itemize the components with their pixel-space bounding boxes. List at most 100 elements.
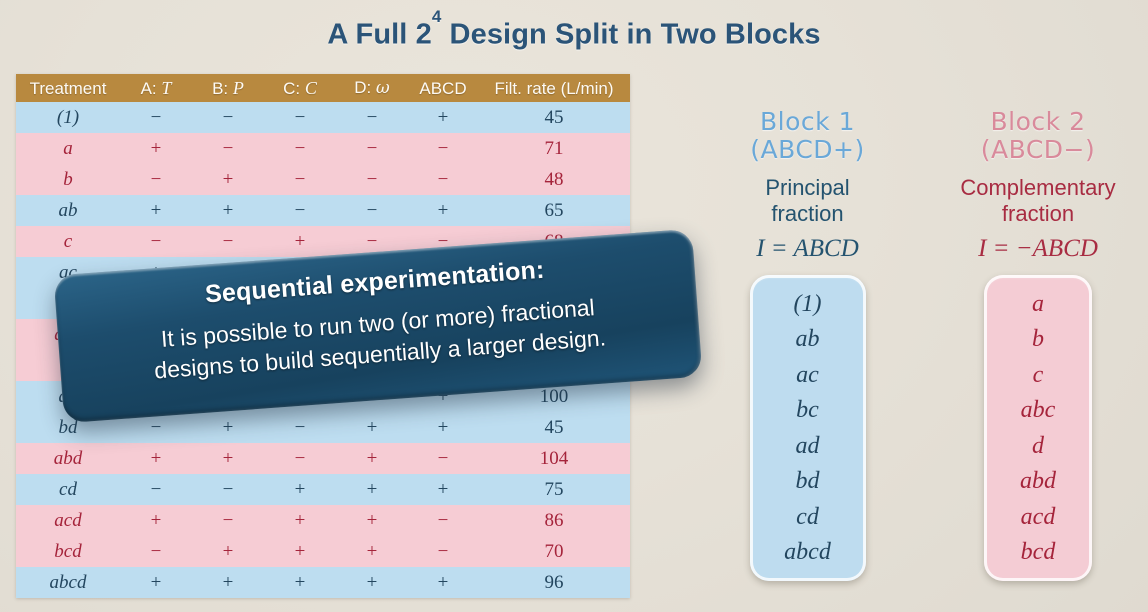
table-column-header: D: ω (336, 74, 408, 102)
abcd-cell: − (408, 443, 478, 474)
block2-subtitle-line1: Complementary (960, 175, 1116, 200)
factor-d-cell: + (336, 474, 408, 505)
block2-column: Block 2 (ABCD−) Complementary fraction I… (938, 108, 1138, 581)
filtration-rate-cell: 75 (478, 474, 630, 505)
run-item: abcd (784, 539, 831, 566)
run-item: cd (796, 503, 819, 530)
factor-a-cell: − (120, 536, 192, 567)
filtration-rate-cell: 45 (478, 412, 630, 443)
filtration-rate-cell: 70 (478, 536, 630, 567)
block1-subtitle: Principal fraction (700, 175, 915, 228)
table-row: ab + + − − +65 (16, 195, 630, 226)
factor-a-cell: − (120, 474, 192, 505)
table-row: acd + − + + −86 (16, 505, 630, 536)
treatment-cell: b (16, 164, 120, 195)
factor-a-cell: + (120, 505, 192, 536)
table-header-row: Treatment A: T B: P C: C D: ω ABCD Filt. rate … (16, 74, 630, 102)
filtration-rate-cell: 45 (478, 102, 630, 133)
table-column-header: ABCD (408, 74, 478, 102)
table-row: a + − − − −71 (16, 133, 630, 164)
block2-subtitle-line2: fraction (1001, 201, 1075, 227)
run-item: acd (1020, 503, 1056, 530)
factor-d-cell: − (336, 102, 408, 133)
factor-c-cell: − (264, 133, 336, 164)
block2-subtitle: Complementary fraction (938, 175, 1138, 228)
block2-name: Block 2 (990, 107, 1086, 136)
treatment-cell: abcd (16, 567, 120, 598)
factor-d-cell: − (336, 195, 408, 226)
table-column-header: Treatment (16, 74, 120, 102)
factor-d-cell: − (336, 133, 408, 164)
factor-c-cell: + (264, 226, 336, 257)
treatment-cell: abd (16, 443, 120, 474)
block1-subtitle-line2: fraction (771, 201, 844, 227)
block2-heading: Block 2 (ABCD−) (938, 108, 1138, 164)
treatment-cell: c (16, 226, 120, 257)
filtration-rate-cell: 104 (478, 443, 630, 474)
factor-c-cell: + (264, 505, 336, 536)
abcd-cell: + (408, 102, 478, 133)
filtration-rate-cell: 71 (478, 133, 630, 164)
block2-run-list: a b c abc d abd acd bcd (984, 274, 1092, 581)
factor-c-cell: + (264, 567, 336, 598)
factor-c-cell: + (264, 474, 336, 505)
filtration-rate-cell: 86 (478, 505, 630, 536)
block2-sign: (ABCD−) (980, 135, 1096, 164)
factor-a-cell: + (120, 133, 192, 164)
table-row: (1) − − − − +45 (16, 102, 630, 133)
factor-d-cell: + (336, 443, 408, 474)
block1-run-list: (1) ab ac bc ad bd cd abcd (749, 274, 866, 581)
run-item: d (1032, 432, 1044, 459)
run-item: b (1032, 326, 1044, 353)
filtration-rate-cell: 65 (478, 195, 630, 226)
treatment-cell: cd (16, 474, 120, 505)
run-item: abd (1020, 468, 1056, 495)
abcd-cell: + (408, 567, 478, 598)
table-row: bcd − + + + −70 (16, 536, 630, 567)
table-row: b − + − − −48 (16, 164, 630, 195)
run-item: bc (796, 397, 819, 424)
abcd-cell: − (408, 133, 478, 164)
abcd-cell: − (408, 164, 478, 195)
factor-b-cell: + (192, 412, 264, 443)
block1-heading: Block 1 (ABCD+) (700, 108, 915, 164)
factor-a-cell: + (120, 195, 192, 226)
factor-b-cell: − (192, 133, 264, 164)
factor-c-cell: − (264, 102, 336, 133)
factor-d-cell: + (336, 505, 408, 536)
factor-b-cell: + (192, 195, 264, 226)
treatment-cell: (1) (16, 102, 120, 133)
filtration-rate-cell: 96 (478, 567, 630, 598)
run-item: bcd (1020, 539, 1056, 566)
factor-c-cell: − (264, 412, 336, 443)
table-column-header: B: P (192, 74, 264, 102)
abcd-cell: − (408, 536, 478, 567)
run-item: ac (796, 361, 819, 388)
factor-b-cell: + (192, 567, 264, 598)
factor-d-cell: + (336, 567, 408, 598)
factor-d-cell: + (336, 412, 408, 443)
treatment-cell: bcd (16, 536, 120, 567)
run-item: bd (795, 468, 820, 495)
factor-c-cell: + (264, 536, 336, 567)
factor-b-cell: − (192, 505, 264, 536)
run-item: abc (1020, 397, 1056, 424)
factor-b-cell: − (192, 474, 264, 505)
table-header: Treatment A: T B: P C: C D: ω ABCD Filt. rate … (16, 74, 630, 102)
run-item: ab (795, 326, 820, 353)
run-item: ad (795, 432, 820, 459)
factor-d-cell: + (336, 536, 408, 567)
factor-b-cell: − (192, 226, 264, 257)
filtration-rate-cell: 48 (478, 164, 630, 195)
title-after: Design Split in Two Blocks (441, 18, 821, 51)
factor-b-cell: + (192, 164, 264, 195)
treatment-cell: a (16, 133, 120, 164)
table-column-header: Filt. rate (L/min) (478, 74, 630, 102)
title-before: A Full 2 (327, 18, 432, 51)
page-title: A Full 24 Design Split in Two Blocks (0, 7, 1148, 52)
factor-d-cell: − (336, 164, 408, 195)
block2-equation: I = −ABCD (978, 234, 1098, 262)
factor-a-cell: − (120, 102, 192, 133)
block1-sign: (ABCD+) (750, 135, 865, 164)
table-column-header: C: C (264, 74, 336, 102)
